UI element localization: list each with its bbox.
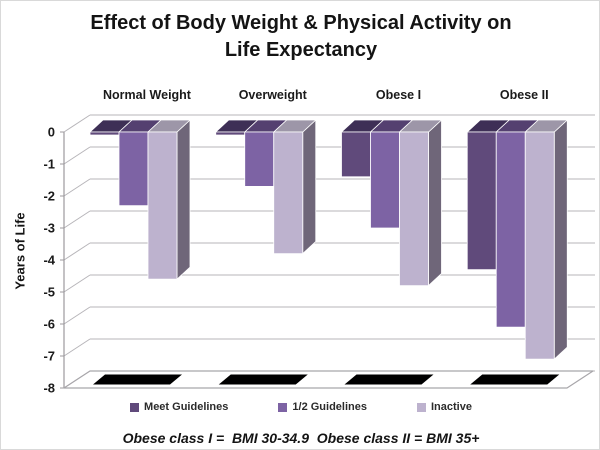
legend-label-1-2-guidelines: 1/2 Guidelines (292, 401, 367, 413)
legend-swatch-1-2-guidelines (278, 402, 288, 412)
bar-1-2-guidelines-2 (370, 131, 400, 229)
category-label-2: Obese I (376, 88, 421, 102)
legend-label-meet-guidelines: Meet Guidelines (144, 401, 229, 413)
category-label-3: Obese II (500, 88, 549, 102)
bar-side-inactive-3 (553, 119, 568, 360)
category-label-1: Overweight (239, 88, 308, 102)
legend-item-1-2-guidelines: 1/2 Guidelines (278, 401, 367, 413)
gridline-side--6 (63, 306, 91, 325)
floor-marker-0 (93, 374, 182, 385)
bar-inactive-1 (273, 131, 304, 255)
gridline-side--2 (63, 178, 91, 197)
bar-1-2-guidelines-3 (495, 131, 526, 328)
y-tick-label--4: -4 (43, 253, 55, 268)
y-tick-label--3: -3 (43, 221, 55, 236)
legend-item-meet-guidelines: Meet Guidelines (130, 401, 228, 413)
bar-side-inactive-2 (428, 119, 442, 287)
legend-item-inactive: Inactive (416, 401, 472, 413)
chart-title-line1: Effect of Body Weight & Physical Activit… (90, 12, 512, 34)
bar-meet-guidelines-3 (466, 131, 497, 271)
category-label-0: Normal Weight (103, 88, 192, 102)
gridline-side--1 (63, 146, 91, 165)
bar-side-inactive-0 (176, 119, 191, 280)
bar-meet-guidelines-1 (215, 131, 246, 136)
floor-marker-2 (344, 374, 434, 385)
legend-swatch-inactive (416, 402, 426, 412)
chart-title-line2: Life Expectancy (224, 39, 378, 61)
gridline-side-0 (63, 114, 91, 133)
gridline-side--5 (63, 274, 91, 293)
y-tick-label--7: -7 (43, 349, 55, 364)
y-tick-label-0: 0 (48, 125, 55, 140)
legend: Meet Guidelines 1/2 Guidelines Inactive (1, 401, 599, 413)
chart-title: Effect of Body Weight & Physical Activit… (1, 10, 599, 64)
gridline-side--4 (63, 242, 91, 261)
floor-marker-1 (218, 374, 308, 385)
y-tick-label--1: -1 (43, 157, 55, 172)
legend-swatch-meet-guidelines (130, 402, 140, 412)
bar-1-2-guidelines-1 (244, 131, 275, 187)
y-tick-label--5: -5 (43, 285, 55, 300)
y-tick-label--2: -2 (43, 189, 55, 204)
bar-inactive-2 (399, 131, 429, 287)
floor (63, 370, 594, 389)
bar-side-inactive-1 (302, 119, 317, 255)
bar-meet-guidelines-0 (89, 131, 120, 136)
bar-inactive-0 (147, 131, 178, 280)
bar-meet-guidelines-2 (341, 131, 371, 178)
bar-1-2-guidelines-0 (118, 131, 149, 207)
bar-inactive-3 (524, 131, 555, 360)
y-tick-label--8: -8 (43, 381, 55, 396)
legend-label-inactive: Inactive (430, 401, 472, 413)
footnote: Obese class I = BMI 30-34.9 Obese class … (122, 430, 480, 446)
y-tick-label--6: -6 (43, 317, 55, 332)
gridline-side--3 (63, 210, 91, 229)
floor-marker-3 (470, 374, 560, 385)
gridline-side--7 (63, 338, 91, 357)
